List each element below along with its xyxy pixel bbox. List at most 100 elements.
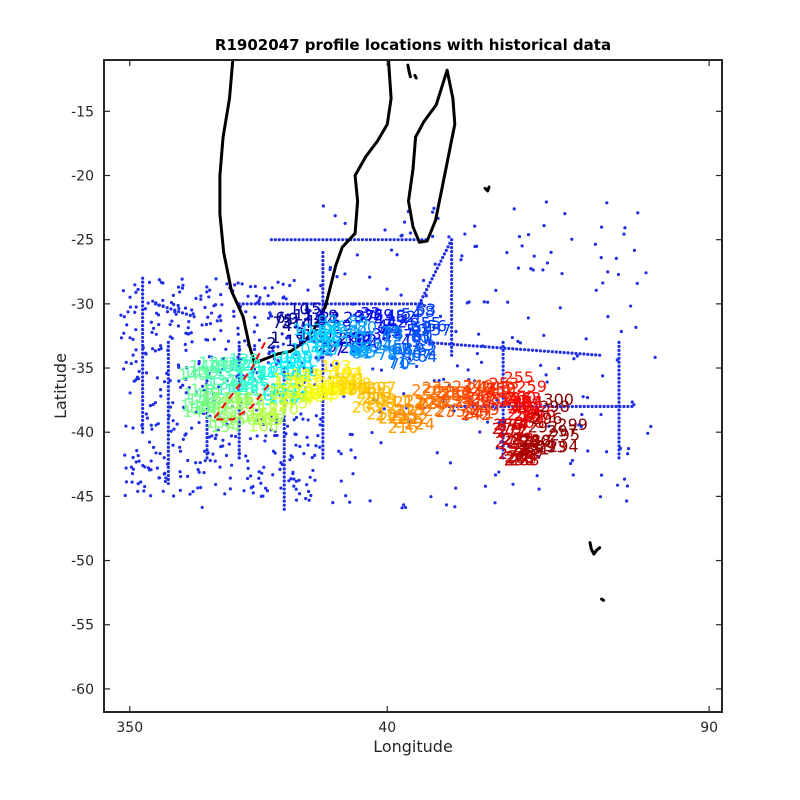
profile-number: 140 <box>189 357 220 376</box>
historical-point <box>289 454 293 458</box>
historical-point <box>310 370 314 374</box>
historical-point <box>139 480 143 484</box>
historical-point <box>626 404 630 409</box>
profile-number: 12 <box>303 305 323 324</box>
historical-point <box>532 254 536 258</box>
historical-point <box>432 341 436 345</box>
historical-point <box>450 289 454 294</box>
historical-point <box>141 320 145 324</box>
historical-point <box>205 427 209 432</box>
historical-point <box>450 242 454 246</box>
historical-point <box>282 503 286 507</box>
historical-point <box>450 329 454 333</box>
historical-point <box>276 358 280 363</box>
historical-point <box>348 432 352 436</box>
historical-point <box>379 441 383 445</box>
profile-number: 116 <box>269 389 300 408</box>
historical-point <box>402 220 407 224</box>
historical-point <box>191 489 195 494</box>
historical-point <box>572 357 576 361</box>
historical-point <box>205 423 209 428</box>
historical-point <box>321 254 325 259</box>
historical-point <box>501 380 505 384</box>
profile-number: 209 <box>366 390 397 409</box>
historical-point <box>282 386 286 390</box>
historical-point <box>141 391 145 395</box>
historical-point <box>373 302 377 306</box>
profile-number: 195 <box>337 381 368 400</box>
historical-point <box>278 360 282 365</box>
profile-number: 33 <box>360 303 380 322</box>
historical-point <box>166 377 170 381</box>
historical-point <box>333 330 337 334</box>
historical-point <box>550 449 554 453</box>
historical-point <box>237 368 241 372</box>
historical-point <box>124 480 129 484</box>
historical-point <box>402 503 406 507</box>
historical-point <box>450 321 454 325</box>
historical-point <box>343 221 347 225</box>
historical-point <box>482 300 486 304</box>
historical-point <box>537 487 541 491</box>
historical-point <box>581 395 585 399</box>
historical-point <box>157 278 161 282</box>
profile-number: 226 <box>411 380 442 399</box>
historical-point <box>570 458 575 463</box>
historical-point <box>236 355 240 359</box>
historical-point <box>436 341 440 345</box>
historical-point <box>348 500 352 504</box>
historical-point <box>542 224 546 228</box>
historical-point <box>383 228 387 232</box>
historical-point <box>501 436 505 440</box>
historical-point <box>510 335 514 340</box>
historical-point <box>287 360 291 364</box>
historical-point <box>141 414 145 419</box>
historical-point <box>289 238 293 242</box>
historical-point <box>649 424 653 429</box>
historical-point <box>370 430 374 435</box>
historical-point <box>166 425 170 429</box>
historical-point <box>285 302 289 306</box>
historical-point <box>586 404 590 409</box>
historical-point <box>205 403 209 407</box>
historical-point <box>141 288 145 292</box>
historical-point <box>141 296 145 300</box>
historical-point <box>267 393 271 397</box>
historical-point <box>141 331 145 336</box>
historical-point <box>189 331 193 335</box>
historical-point <box>245 476 250 481</box>
historical-point <box>208 322 213 326</box>
historical-point <box>169 307 173 311</box>
profile-number: 78 <box>377 345 397 364</box>
historical-point <box>238 378 242 382</box>
historical-point <box>253 284 257 288</box>
profile-number: 229 <box>431 390 462 409</box>
historical-point <box>181 383 185 387</box>
y-tick-label: -20 <box>71 169 94 185</box>
historical-point <box>289 302 293 306</box>
historical-point <box>208 288 212 292</box>
historical-point <box>617 416 621 420</box>
historical-point <box>123 453 127 457</box>
historical-point <box>450 258 454 262</box>
historical-point <box>435 266 439 270</box>
historical-point <box>424 340 428 344</box>
historical-point <box>519 404 523 409</box>
historical-point <box>646 431 650 435</box>
historical-point <box>200 384 205 388</box>
historical-point <box>146 301 150 305</box>
historical-point <box>282 394 286 398</box>
historical-point <box>282 378 286 382</box>
historical-point <box>281 282 285 286</box>
historical-point <box>297 238 301 242</box>
historical-point <box>501 400 505 404</box>
historical-point <box>319 356 323 360</box>
historical-point <box>156 422 160 426</box>
historical-point <box>131 455 135 460</box>
historical-point <box>357 350 362 354</box>
historical-point <box>124 360 128 365</box>
profile-number: 144 <box>187 390 218 409</box>
historical-point <box>251 370 255 374</box>
historical-point <box>293 432 297 436</box>
historical-point <box>282 507 286 511</box>
